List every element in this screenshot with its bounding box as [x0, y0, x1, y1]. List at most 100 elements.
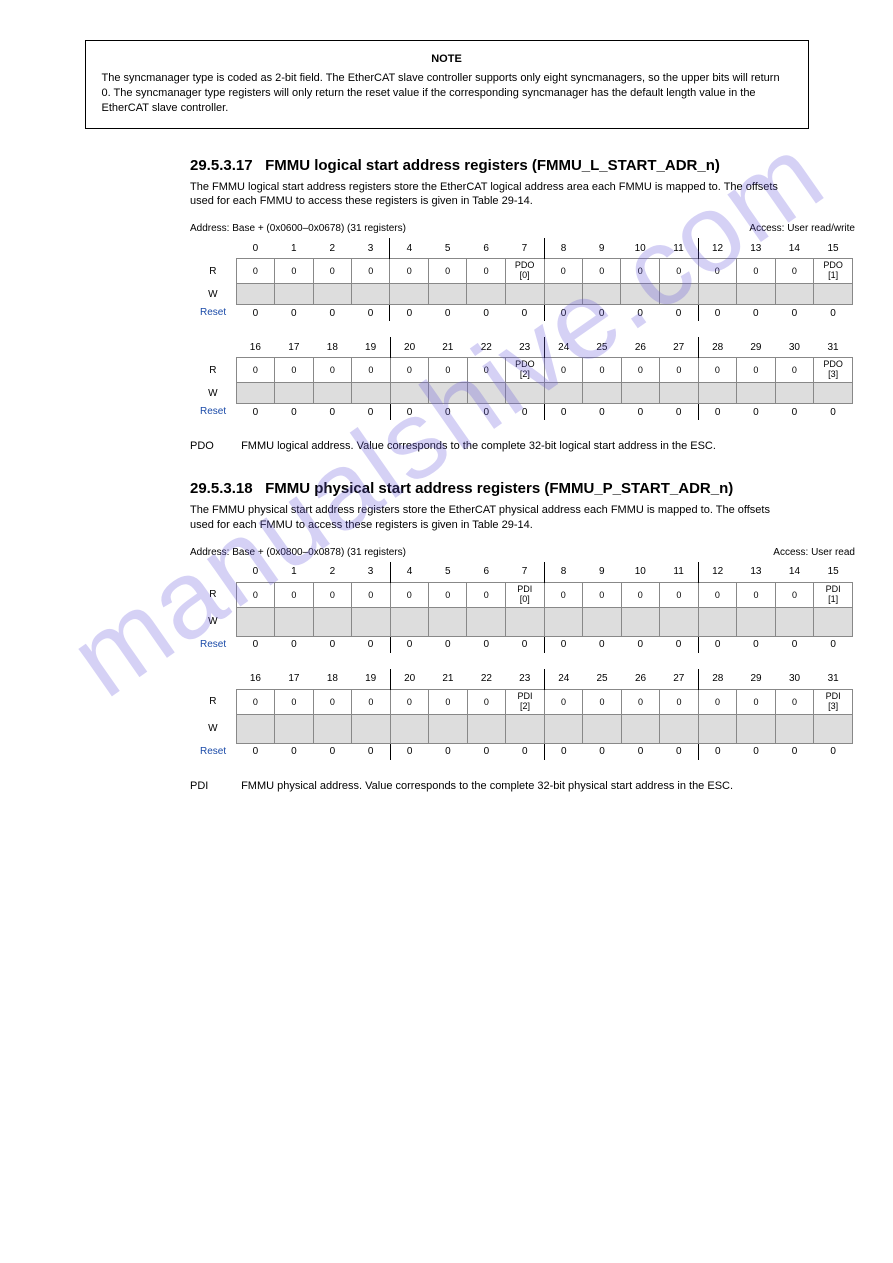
bit-cell-reset: 0: [659, 305, 698, 322]
bit-cell-w: [814, 383, 853, 404]
bit-cell-reset: 0: [583, 636, 621, 653]
bit-cell-reset: 0: [506, 743, 545, 760]
bit-cell-r: 0: [275, 689, 314, 714]
bit-index: 28: [698, 337, 737, 358]
bit-cell-reset: 0: [775, 404, 813, 421]
bit-index: 27: [660, 669, 699, 690]
bit-cell-w: [352, 607, 390, 636]
bit-cell-r: 0: [621, 358, 659, 383]
bit-cell-reset: 0: [775, 305, 814, 322]
bit-cell-reset: 0: [814, 743, 853, 760]
bit-cell-r: 0: [582, 259, 620, 284]
bit-index: 11: [660, 562, 699, 583]
bit-cell-w: [698, 383, 737, 404]
bit-index: 16: [236, 669, 275, 690]
bit-index: 26: [621, 669, 660, 690]
bit-cell-reset: 0: [428, 305, 466, 322]
bit-cell-w: [313, 383, 351, 404]
bit-cell-r: 0: [775, 582, 814, 607]
bit-index: 8: [544, 562, 582, 583]
sec1-access: Access: User read/write: [749, 223, 855, 234]
bit-cell-w: [737, 607, 776, 636]
bit-cell-r: 0: [467, 358, 505, 383]
sec1-address: Address: Base + (0x0600–0x0678) (31 regi…: [190, 223, 406, 234]
pdi-field-desc: PDI FMMU physical address. Value corresp…: [190, 780, 853, 792]
bit-cell-w: [544, 383, 583, 404]
bit-cell-r: 0: [236, 689, 275, 714]
bit-cell-r: 0: [467, 689, 506, 714]
bit-cell-w: [583, 383, 621, 404]
bit-cell-r: 0: [313, 358, 351, 383]
sec1-para: The FMMU logical start address registers…: [190, 180, 793, 210]
bit-cell-w: [352, 714, 391, 743]
bit-cell-reset: 0: [390, 404, 429, 421]
bit-cell-r: 0: [275, 259, 313, 284]
bit-index: 26: [621, 337, 659, 358]
bit-cell-r: 0: [390, 259, 428, 284]
bit-index: 10: [621, 562, 660, 583]
bit-cell-r: 0: [775, 358, 813, 383]
pdo-field-text: FMMU logical address. Value corresponds …: [241, 440, 716, 452]
bit-cell-r: 0: [698, 358, 737, 383]
sec1-title: FMMU logical start address registers (FM…: [265, 157, 720, 174]
bit-cell-w: [583, 607, 621, 636]
bit-cell-r: 0: [390, 689, 429, 714]
sec2-access: Access: User read: [773, 547, 855, 558]
bit-cell-w: [621, 714, 660, 743]
bit-cell-r: 0: [390, 358, 429, 383]
bit-cell-w: [390, 714, 429, 743]
bit-cell-r: 0: [544, 259, 582, 284]
bit-cell-w: [506, 714, 545, 743]
bit-cell-w: [621, 284, 660, 305]
bit-index: 23: [506, 337, 545, 358]
bit-cell-w: [275, 714, 314, 743]
bit-index: 3: [352, 238, 390, 259]
bit-index: 0: [236, 238, 274, 259]
bit-index: 2: [313, 238, 351, 259]
bit-cell-reset: 0: [660, 743, 699, 760]
bit-cell-w: [275, 607, 313, 636]
bit-cell-w: [390, 383, 429, 404]
bit-cell-w: [737, 714, 776, 743]
bit-index: 30: [775, 669, 814, 690]
bit-cell-reset: 0: [814, 636, 853, 653]
bit-index: 24: [544, 669, 583, 690]
bit-cell-reset: 0: [737, 305, 776, 322]
bit-cell-r: 0: [621, 582, 660, 607]
bit-index: 25: [583, 669, 622, 690]
sec2-title: FMMU physical start address registers (F…: [265, 480, 733, 497]
bit-index: 18: [313, 337, 351, 358]
bit-index: 22: [467, 669, 506, 690]
bit-cell-reset: 0: [621, 404, 659, 421]
row-label-reset: Reset: [190, 636, 236, 653]
bit-index: 23: [506, 669, 545, 690]
bit-index: 25: [583, 337, 621, 358]
row-label-reset: Reset: [190, 404, 236, 421]
bit-cell-w: [775, 383, 813, 404]
bit-index: 11: [659, 238, 698, 259]
bit-index: 10: [621, 238, 660, 259]
bit-cell-r: 0: [236, 582, 274, 607]
bit-cell-reset: 0: [544, 743, 583, 760]
bit-cell-reset: 0: [236, 305, 274, 322]
bit-cell-r: 0: [660, 689, 699, 714]
bit-index: 20: [390, 669, 429, 690]
bit-cell-r: 0: [775, 259, 814, 284]
bit-cell-reset: 0: [660, 404, 699, 421]
bit-cell-reset: 0: [236, 743, 275, 760]
bit-cell-w: [313, 714, 352, 743]
bit-cell-w: [698, 714, 737, 743]
bit-cell-r: 0: [544, 689, 583, 714]
bit-cell-reset: 0: [544, 636, 582, 653]
bit-index: 5: [428, 238, 466, 259]
bit-cell-w: [583, 714, 622, 743]
bit-cell-r: 0: [659, 259, 698, 284]
bit-cell-w: [236, 284, 274, 305]
bit-cell-w: [505, 607, 544, 636]
row-label-r: R: [190, 259, 236, 284]
bit-index: 17: [275, 337, 313, 358]
bit-cell-r: 0: [313, 259, 351, 284]
bit-index: 19: [352, 669, 391, 690]
bit-index: 18: [313, 669, 352, 690]
row-label-reset: Reset: [190, 743, 236, 760]
